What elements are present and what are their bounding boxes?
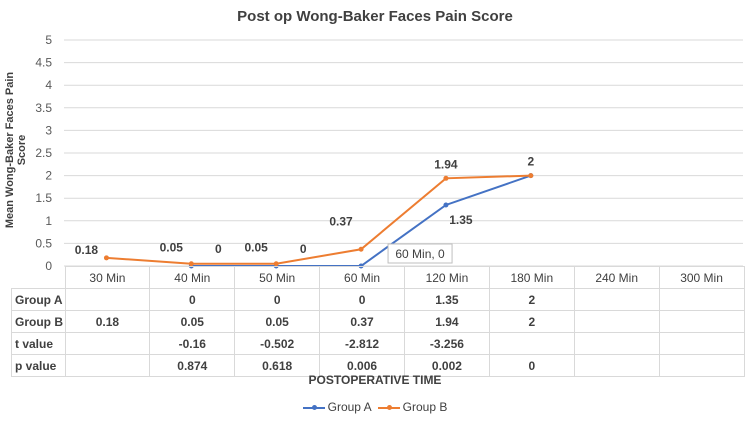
table-row-label: t value — [11, 332, 66, 355]
series-line-group-b — [106, 174, 531, 265]
callout-box — [387, 243, 453, 264]
x-tick-label: 50 Min — [234, 266, 321, 289]
data-label: 0 — [215, 242, 222, 256]
data-label: 0.18 — [75, 243, 99, 257]
table-cell: 0 — [149, 288, 236, 311]
data-point — [188, 261, 194, 267]
y-tick-label: 4 — [45, 78, 52, 92]
table-corner — [11, 266, 66, 289]
y-tick-label: 5 — [45, 33, 52, 47]
gridlines — [64, 39, 743, 267]
data-point — [443, 202, 449, 208]
table-cell: 0.05 — [149, 310, 236, 333]
table-cell — [573, 332, 660, 355]
y-tick-label: 1 — [45, 214, 52, 228]
data-point — [358, 246, 364, 252]
table-cell: 0.37 — [319, 310, 405, 333]
table-row: Group A 0 0 0 1.35 2 — [11, 288, 745, 311]
table-row: t value -0.16 -0.502 -2.812 -3.256 — [11, 332, 745, 355]
data-point — [443, 175, 449, 181]
table-cell: 1.35 — [404, 288, 490, 311]
legend-label: Group A — [327, 400, 372, 414]
y-tick-label: 3.5 — [35, 101, 52, 115]
x-tick-label: 30 Min — [64, 266, 151, 289]
table-cell — [64, 288, 151, 311]
y-axis-ticks: 0 0.5 1 1.5 2 2.5 3 3.5 4 4.5 5 — [35, 33, 52, 273]
data-label: 0.37 — [329, 214, 353, 228]
legend-swatch — [377, 404, 400, 410]
table-cell — [488, 332, 575, 355]
table-cell: -2.812 — [319, 332, 405, 355]
table-cell: 0.006 — [319, 354, 405, 377]
table-header-row: 30 Min 40 Min 50 Min 60 Min 120 Min 180 Min 24… — [11, 266, 745, 289]
data-label: 0 — [300, 242, 307, 256]
legend-item-group-a: Group A — [302, 400, 372, 414]
table-cell: 2 — [488, 310, 575, 333]
x-tick-label: 180 Min — [488, 266, 575, 289]
data-point — [528, 173, 534, 179]
y-tick-label: 0.5 — [35, 236, 52, 250]
table-cell — [658, 288, 745, 311]
table-cell — [658, 354, 745, 377]
data-label: 0.05 — [160, 241, 184, 255]
table-cell — [658, 332, 745, 355]
table-row: Group B 0.18 0.05 0.05 0.37 1.94 2 — [11, 310, 745, 333]
y-tick-label: 2.5 — [35, 146, 52, 160]
legend-label: Group B — [402, 400, 448, 414]
data-label: 2 — [527, 155, 534, 169]
table-row-label: Group A — [11, 288, 66, 311]
x-axis-label: POSTOPERATIVE TIME — [308, 373, 442, 387]
table-cell — [658, 310, 745, 333]
y-tick-label: 1.5 — [35, 191, 52, 205]
table-cell: -0.16 — [149, 332, 236, 355]
data-label: 1.35 — [449, 213, 473, 227]
y-tick-label: 3 — [45, 123, 52, 137]
table-row-label: Group B — [11, 310, 66, 333]
table-cell: 2 — [488, 288, 575, 311]
data-label: 0.05 — [245, 241, 269, 255]
table-row-label: p value — [11, 354, 66, 377]
table-cell: 0.874 — [149, 354, 236, 377]
x-tick-label: 40 Min — [149, 266, 236, 289]
x-tick-label: 240 Min — [573, 266, 660, 289]
table-cell — [64, 332, 151, 355]
legend-item-group-b: Group B — [377, 400, 448, 414]
table-cell: 0 — [234, 288, 321, 311]
chart-title: Post op Wong-Baker Faces Pain Score — [237, 8, 513, 25]
data-table: 30 Min 40 Min 50 Min 60 Min 120 Min 180 Min 24… — [11, 266, 745, 377]
table-cell: -3.256 — [404, 332, 490, 355]
table-cell: 0.05 — [234, 310, 321, 333]
x-tick-label: 60 Min — [319, 266, 405, 289]
y-tick-label: 2 — [45, 169, 52, 183]
data-point — [103, 255, 109, 261]
y-tick-label: 4.5 — [35, 56, 52, 70]
x-tick-label: 120 Min — [404, 266, 490, 289]
data-label: 60 Min, 0 — [395, 247, 445, 261]
line-chart: 0 0.5 1 1.5 2 2.5 3 3.5 4 4.5 5 0 0 60 Min, 0 1.35 0.1… — [35, 33, 743, 273]
y-tick-label: 0 — [45, 259, 52, 273]
table-cell: 0 — [319, 288, 405, 311]
data-point — [273, 261, 279, 267]
table-cell — [573, 288, 660, 311]
table-cell: 1.94 — [404, 310, 490, 333]
x-tick-label: 300 Min — [658, 266, 745, 289]
data-label: 1.94 — [434, 157, 458, 171]
table-cell: -0.502 — [234, 332, 321, 355]
table-cell: 0.002 — [404, 354, 490, 377]
table-row: p value 0.874 0.618 0.006 0.002 0 — [11, 354, 745, 377]
table-cell: 0.618 — [234, 354, 321, 377]
table-cell — [573, 310, 660, 333]
data-labels: 0 0 60 Min, 0 1.35 0.18 0.05 0.05 0.37 1.94 2 — [75, 155, 534, 264]
legend: Group A Group B — [0, 400, 750, 414]
table-cell: 0.18 — [64, 310, 151, 333]
legend-swatch — [302, 404, 325, 410]
